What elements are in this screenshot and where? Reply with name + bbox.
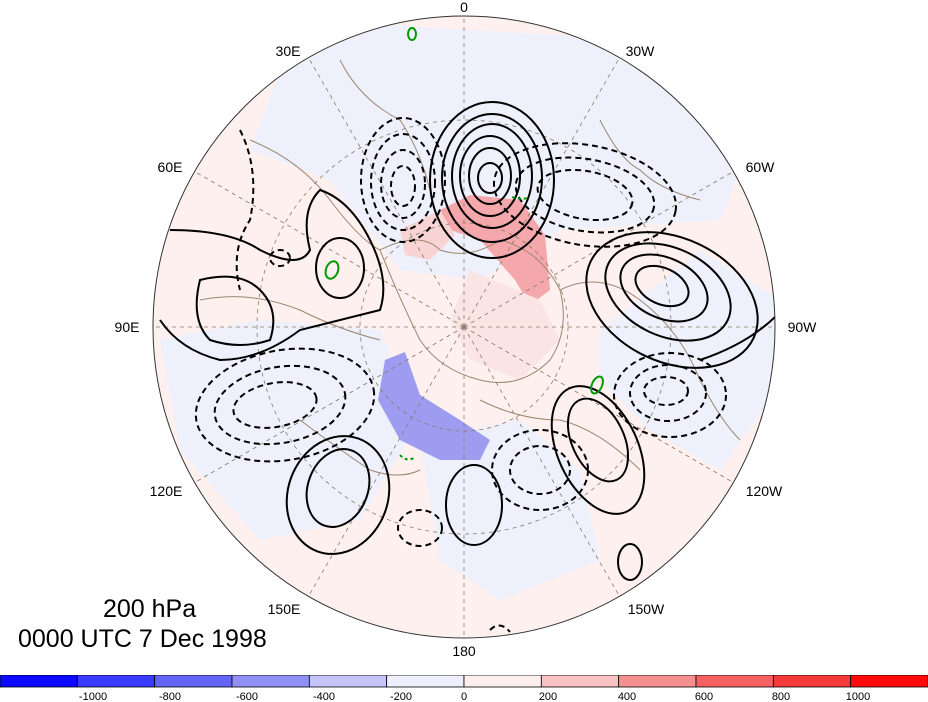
map-boundary	[152, 15, 776, 639]
negative-shading-core	[378, 352, 490, 460]
colorbar-tick-label: 1000	[846, 691, 870, 702]
colorbar-box	[850, 675, 928, 688]
colorbar-tick-label: -600	[236, 691, 258, 702]
colorbar-tick-label: 400	[618, 691, 636, 702]
coastlines	[199, 59, 741, 476]
colorbar-tick-label: -1000	[79, 691, 107, 702]
lon-label: 120W	[746, 483, 783, 499]
colorbar-tick-label: -800	[159, 691, 181, 702]
lon-label: 150E	[268, 601, 301, 617]
colorbar-box	[386, 675, 465, 688]
positive-shading-region	[400, 210, 455, 260]
colorbar-tick-label: -400	[313, 691, 335, 702]
colorbar-tick-label: 0	[461, 691, 467, 702]
lon-label: 90W	[788, 319, 818, 335]
colorbar-box	[695, 675, 774, 688]
colorbar: -1000 -800 -600 -400 -200 0 200 400 600 …	[0, 675, 928, 702]
colorbar-tick-label: 600	[695, 691, 713, 702]
negative-shading-region	[160, 320, 420, 540]
lon-label: 90E	[115, 319, 140, 335]
colorbar-box	[772, 675, 852, 688]
negative-shading-region	[250, 20, 760, 280]
colorbar-box	[540, 675, 620, 688]
lon-label: 180	[452, 643, 476, 659]
lon-label: 150W	[628, 601, 665, 617]
positive-contours-eurasia	[159, 188, 385, 362]
colorbar-tick-label: -200	[390, 691, 412, 702]
positive-contours-pacific-east	[550, 385, 646, 581]
colorbar-tick-label: 800	[772, 691, 790, 702]
lon-label: 30E	[276, 43, 301, 59]
colorbar-box	[308, 675, 388, 688]
negative-shading-region	[600, 250, 775, 470]
colorbar-box	[154, 675, 233, 688]
lon-label: 120E	[150, 483, 183, 499]
zero-contours	[324, 27, 604, 461]
colorbar-tick-label: 200	[539, 691, 557, 702]
colorbar-box	[618, 675, 697, 688]
colorbar-box	[231, 675, 310, 688]
lon-label: 60E	[158, 159, 183, 175]
colorbar-labels: -1000 -800 -600 -400 -200 0 200 400 600 …	[79, 691, 870, 702]
colorbar-boxes	[0, 675, 928, 688]
pressure-level-caption: 200 hPa	[103, 595, 197, 623]
lon-label: 60W	[746, 159, 776, 175]
colorbar-box	[76, 675, 156, 688]
valid-time-caption: 0000 UTC 7 Dec 1998	[18, 625, 267, 653]
lon-label: 30W	[626, 43, 656, 59]
height-anomaly-contours	[159, 27, 775, 633]
negative-contours	[194, 117, 727, 633]
lon-label: 0	[460, 0, 468, 15]
longitude-labels: 0 30W 60W 90W 120W 150W 180 150E 120E 90…	[115, 0, 818, 659]
colorbar-box	[0, 675, 78, 688]
colorbar-box	[463, 675, 542, 688]
positive-contours-east-asia	[285, 435, 503, 555]
positive-contours-america	[585, 231, 759, 369]
positive-shading-core	[440, 195, 550, 305]
negative-shading-region	[420, 420, 600, 600]
positive-shading-region	[450, 270, 560, 380]
